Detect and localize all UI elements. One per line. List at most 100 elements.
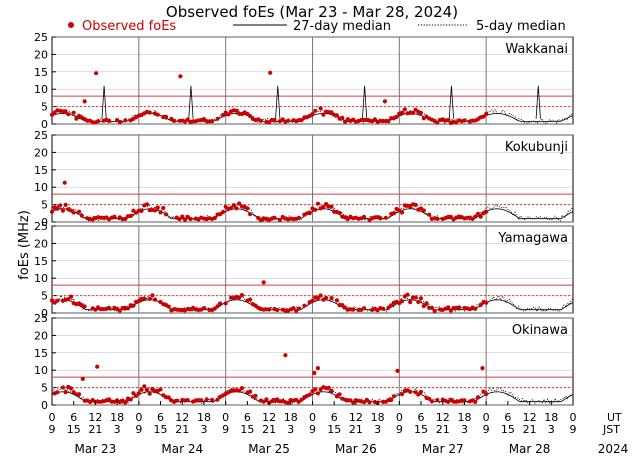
observed-point: [329, 204, 334, 209]
observed-point: [215, 304, 220, 309]
observed-point: [418, 296, 424, 301]
y-tick-label: 10: [34, 83, 48, 96]
station-name: Kokubunji: [505, 140, 568, 155]
observed-point: [408, 389, 413, 394]
observed-point: [418, 389, 424, 394]
observed-point: [220, 113, 226, 118]
observed-point: [163, 114, 169, 119]
observed-point: [272, 215, 277, 220]
observed-point: [218, 301, 223, 306]
observed-point: [413, 202, 418, 207]
panel-wakkanai: 0 5 10 15 20 25 Wakkanai: [34, 31, 574, 131]
observed-point: [210, 119, 215, 124]
observed-point: [139, 387, 144, 392]
day-label: Mar 27: [422, 442, 464, 456]
x-tick-label-ut: 12: [175, 411, 189, 424]
x-tick-label-jst: 15: [154, 423, 168, 436]
median-spike: [275, 85, 281, 119]
observed-point: [383, 215, 388, 220]
observed-point: [481, 389, 486, 394]
observed-point: [462, 118, 467, 123]
observed-point: [391, 211, 396, 216]
observed-point: [405, 292, 410, 297]
station-panels: 0 5 10 15 20 25 Wakkanai 0 5 10 15 20 25 Kokubunji 0 5 1…: [34, 31, 574, 412]
observed-point: [226, 112, 231, 117]
median-spike: [362, 85, 368, 119]
x-tick-label-ut: 0: [483, 411, 490, 424]
observed-point: [473, 306, 478, 311]
observed-point: [123, 400, 128, 405]
observed-point: [60, 385, 65, 390]
x-tick-label-jst: 9: [49, 423, 56, 436]
observed-point: [318, 293, 323, 298]
observed-point: [399, 210, 405, 215]
observed-point: [74, 116, 79, 121]
day-label: Mar 25: [248, 442, 290, 456]
x-tick-label-jst: 15: [67, 423, 81, 436]
chart-title: Observed foEs (Mar 23 - Mar 28, 2024): [166, 3, 458, 21]
panel-kokubunji: 0 5 10 15 20 25 Kokubunji: [34, 129, 574, 229]
observed-point: [462, 398, 467, 403]
x-tick-label-ut: 18: [284, 411, 298, 424]
observed-point: [351, 400, 356, 405]
observed-point: [345, 217, 350, 222]
observed-point: [261, 280, 266, 285]
y-axis-label: foEs (MHz): [17, 210, 32, 280]
observed-point: [161, 205, 166, 211]
observed-point: [321, 112, 326, 117]
observed-point: [142, 296, 147, 301]
observed-point: [364, 397, 369, 402]
observed-point: [372, 117, 377, 122]
y-tick-label: 5: [41, 101, 48, 114]
observed-point: [253, 393, 258, 398]
median-spike: [535, 85, 541, 119]
x-tick-label-ut: 18: [197, 411, 211, 424]
x-tick-label-ut: 6: [504, 411, 511, 424]
observed-point: [351, 307, 356, 312]
observed-point: [267, 120, 272, 125]
x-tick-label-jst: 3: [548, 423, 555, 436]
observed-point: [315, 296, 320, 301]
observed-point: [153, 208, 158, 213]
observed-point: [402, 107, 407, 112]
observed-point: [480, 366, 485, 371]
observed-point: [231, 203, 236, 208]
panel-okinawa: 0 5 10 15 20 25 Okinawa: [34, 312, 574, 412]
observed-point: [386, 119, 391, 124]
observed-point: [239, 293, 244, 298]
observed-point: [248, 297, 253, 302]
observed-point: [484, 111, 489, 116]
observed-point: [313, 207, 318, 212]
observed-point: [446, 117, 451, 123]
observed-point: [63, 390, 68, 395]
observed-point: [66, 297, 71, 302]
observed-point: [448, 308, 453, 313]
x-tick-label-jst: 15: [501, 423, 515, 436]
observed-point: [478, 214, 483, 219]
y-tick-label: 5: [41, 382, 48, 395]
observed-point: [334, 113, 339, 118]
x-tick-label-jst: 21: [262, 423, 276, 436]
observed-point: [329, 389, 334, 394]
x-tick-label-ut: 0: [49, 411, 56, 424]
observed-point: [286, 401, 291, 406]
observed-point: [484, 300, 489, 305]
observed-point: [337, 392, 342, 397]
x-tick-label-jst: 15: [327, 423, 341, 436]
observed-point: [324, 295, 329, 300]
observed-point: [49, 209, 55, 214]
observed-point: [180, 214, 185, 219]
observed-point: [79, 213, 84, 218]
day-label: Mar 23: [75, 442, 117, 456]
observed-point: [123, 216, 128, 221]
observed-point: [60, 208, 65, 213]
observed-point: [307, 392, 312, 397]
observed-point: [340, 303, 345, 308]
x-tick-label-ut: 12: [523, 411, 537, 424]
observed-point: [313, 387, 318, 392]
station-name: Yamagawa: [497, 231, 568, 246]
observed-point: [421, 208, 426, 213]
observed-point: [82, 304, 87, 309]
observed-point: [382, 99, 387, 104]
